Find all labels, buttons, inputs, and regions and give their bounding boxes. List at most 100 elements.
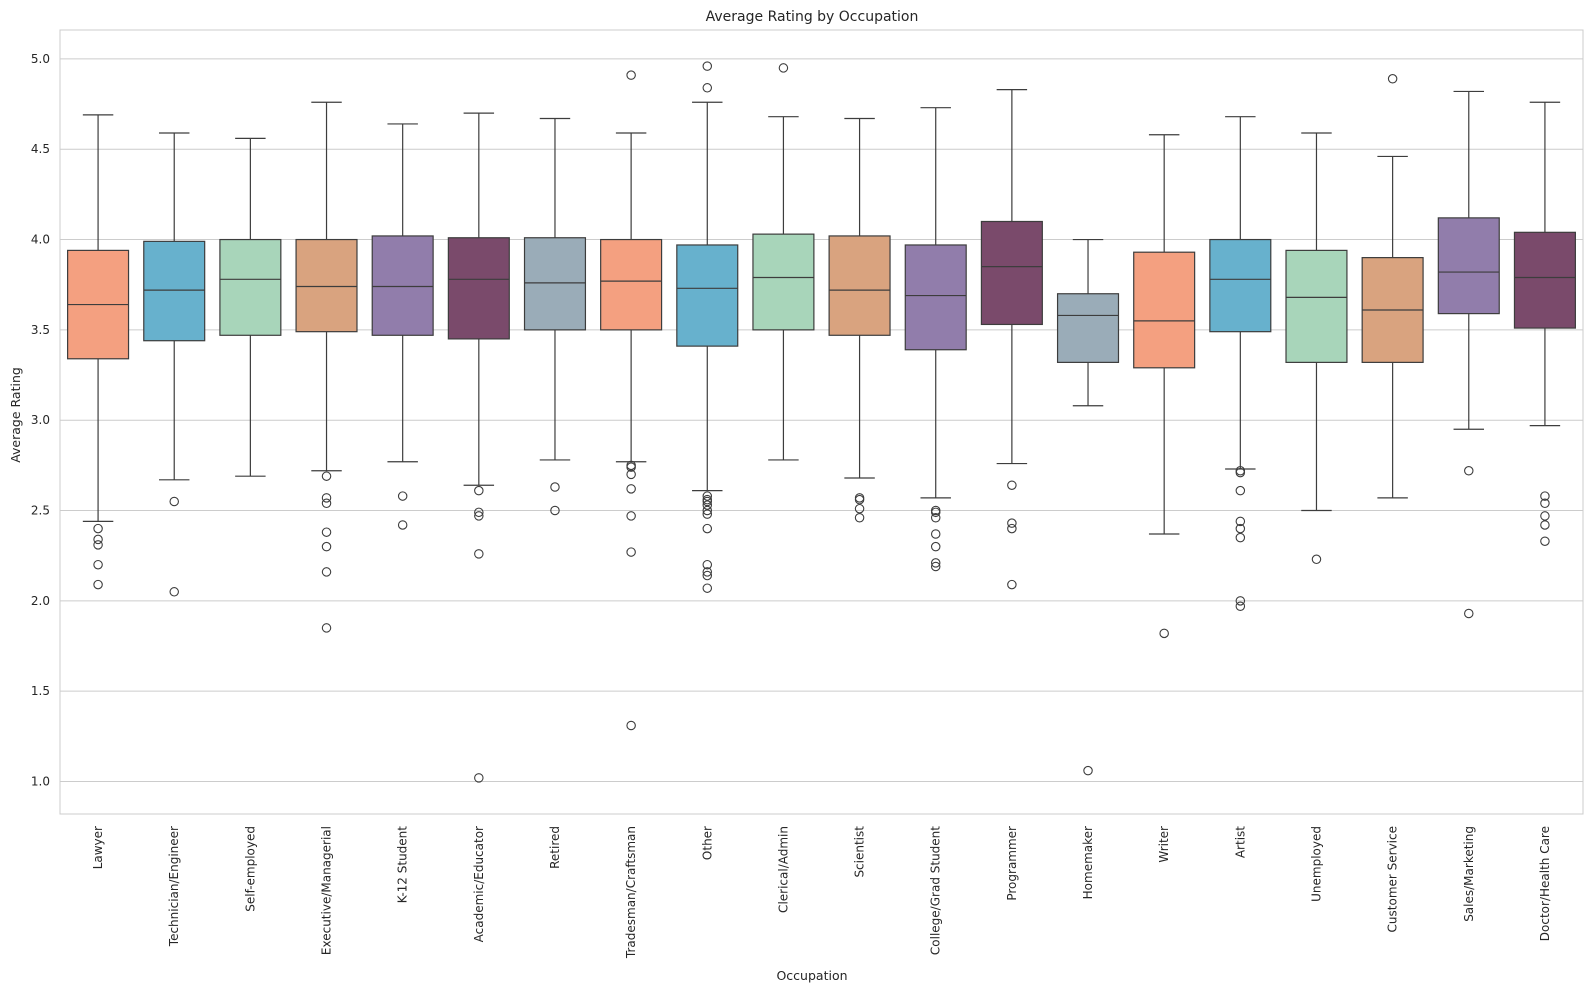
y-tick-label: 2.0 [31,594,50,608]
y-tick-label: 4.5 [31,142,50,156]
box-group [828,117,891,523]
x-tick-label: Technician/Engineer [167,826,181,947]
outlier-point [474,549,484,559]
box-group [371,123,434,530]
x-tick-label: Scientist [853,826,867,878]
outlier-point [321,541,332,552]
iqr-box [752,233,815,331]
outlier-point [321,623,332,633]
outlier-point [702,509,713,519]
outlier-point [930,541,941,552]
outlier-point [930,529,941,539]
x-tick-label: Doctor/Health Care [1538,826,1552,941]
outlier-point [626,511,636,521]
outlier-point [397,491,408,501]
x-tick-label: Retired [548,826,562,869]
x-tick-label: College/Grad Student [929,826,943,955]
iqr-box [1056,293,1120,363]
outlier-point [930,507,941,518]
x-tick-label: Writer [1157,826,1171,863]
chart-title: Average Rating by Occupation [706,9,919,25]
x-axis-label: Occupation [776,968,847,983]
outlier-point [702,61,713,71]
x-tick-label: Homemaker [1081,826,1095,899]
outlier-point [626,720,636,731]
x-tick-label: Artist [1233,826,1247,858]
outlier-point [702,83,713,93]
outlier-point [1311,554,1322,565]
outlier-point [93,534,103,545]
x-tick-label: Clerical/Admin [776,826,790,913]
outlier-point [169,587,179,597]
outlier-point [702,491,713,501]
x-tick-label: Tradesman/Craftsman [624,826,638,959]
outlier-point [321,527,332,537]
outlier-point [1007,579,1017,590]
iqr-box [980,220,1043,326]
outlier-point [321,567,332,577]
outlier-point [321,471,332,481]
box-group [523,117,587,516]
outlier-point [93,559,103,570]
outlier-point [1464,608,1474,619]
outlier-point [93,523,103,534]
outlier-point [778,63,789,73]
box-group [67,114,130,590]
iqr-box [295,238,358,333]
outlier-point [626,484,636,494]
outlier-point [854,494,865,505]
outlier-point [1540,520,1550,530]
plot-frame [59,29,1584,815]
box-group [1513,101,1576,546]
iqr-box [600,238,663,331]
outlier-point [93,579,103,590]
outlier-point [1235,516,1246,527]
outlier-point [1540,511,1550,521]
y-tick-labels: 1.0 1.5 2.0 2.5 3.0 3.5 4.0 4.5 5.0 [31,52,50,789]
outlier-point [474,773,484,783]
outlier-point [1235,601,1246,612]
outlier-point [1540,491,1550,501]
y-tick-label: 3.0 [31,413,50,427]
x-tick-label: Sales/Marketing [1462,826,1476,922]
box-group [600,70,663,731]
box-group [1133,134,1196,639]
outlier-point [626,547,636,557]
outlier-point [1083,765,1093,776]
x-tick-label: Unemployed [1309,826,1323,902]
outlier-point [1235,523,1246,534]
outlier-point [1540,498,1550,509]
iqr-box [523,237,587,331]
outlier-point [321,498,332,509]
outlier-point [93,540,103,550]
outlier-point [1387,74,1398,84]
outlier-point [1235,596,1246,606]
box-group [980,89,1043,590]
iqr-box [371,235,434,336]
x-tick-label: Executive/Managerial [320,826,334,955]
x-tick-label: Other [700,826,714,860]
iqr-box [904,244,967,351]
y-tick-label: 1.5 [31,684,50,698]
box-group [1437,90,1500,619]
box-group [219,137,282,477]
box-group [1285,132,1348,565]
box-group [295,101,358,633]
iqr-box [1209,238,1272,333]
outlier-point [169,496,179,507]
iqr-box [828,235,891,336]
outlier-point [1464,466,1474,476]
y-axis-label: Average Rating [8,367,23,463]
box-group [1209,116,1272,612]
y-tick-label: 4.0 [31,233,50,247]
y-tick-label: 3.5 [31,323,50,337]
outlier-point [550,505,560,516]
box-layer [67,61,1576,783]
outlier-point [854,512,865,523]
x-tick-label: Academic/Educator [472,826,486,942]
iqr-box [676,244,739,347]
outlier-point [1540,536,1550,546]
x-tick-label: Lawyer [91,826,105,869]
